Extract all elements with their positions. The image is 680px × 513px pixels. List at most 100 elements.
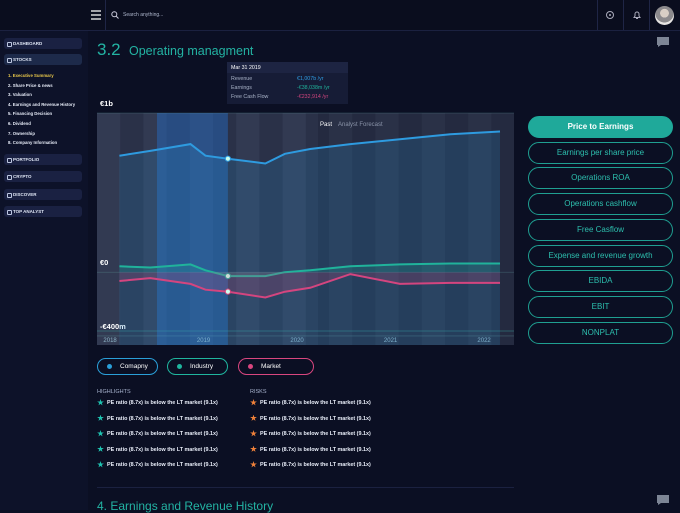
notification-button[interactable] [632,10,642,20]
divider [597,0,598,30]
series-area [119,131,501,345]
sidebar-item[interactable]: DISCOVER [4,189,82,200]
star-icon [250,445,257,452]
forecast-shade [318,113,514,345]
series-band [119,272,501,298]
hover-point [224,288,231,295]
metric-button[interactable]: NONPLAT [528,321,673,344]
avatar[interactable] [655,6,674,25]
divider [97,487,514,488]
search-icon [111,11,119,19]
tooltip-value: -€232,914 /yr [297,94,329,100]
list-title: HIGHLIGHTS [97,389,131,395]
star-icon [250,399,257,406]
series-band [119,263,501,277]
sidebar: DASHBOARD STOCKS PORTFOLIO CRYPTO DISCOVER TO… [0,31,88,510]
sidebar-subitem[interactable]: 3. Valuation [8,92,32,98]
tooltip-label: Earnings [231,85,252,91]
divider [623,0,624,30]
list-item: PE ratio (8.7x) is below the LT market (… [97,414,218,422]
x-tick-label: 2021 [384,338,398,344]
background-stripe [189,113,213,345]
top-bar: Search anything... [0,0,680,31]
star-icon [250,461,257,468]
x-tick-label: 2022 [477,338,491,344]
sidebar-subitem[interactable]: 7. Ownership [8,130,35,136]
background-stripe [375,113,399,345]
period-label: Analyst Forecast [338,122,383,128]
legend-toggle[interactable]: Industry [167,358,228,375]
sidebar-subitem[interactable]: 6. Dividend [8,121,31,126]
background-stripe [97,113,121,345]
sidebar-subitem[interactable]: 1. Executive Summary [8,73,54,78]
star-icon [97,445,104,452]
metric-button[interactable]: Operations ROA [528,167,673,190]
list-item: PE ratio (8.7x) is below the LT market (… [250,399,371,406]
star-icon [250,414,257,421]
tooltip-label: Revenue [231,76,253,82]
list-item: PE ratio (8.7x) is below the LT market (… [97,430,218,437]
star-icon [97,430,104,437]
series-line [119,262,500,278]
list-item: PE ratio (8.7x) is below the LT market (… [250,430,371,437]
y-tick-label: €0 [100,258,108,267]
metric-button[interactable]: Earnings per share price [528,141,673,164]
y-tick-label: €1b [100,99,113,108]
metric-button[interactable]: EBIT [528,295,673,318]
period-label: Past [320,122,332,128]
divider [649,0,650,30]
legend-toggle[interactable]: Market [238,358,314,375]
y-tick-label: -€400m [100,322,126,331]
sidebar-item[interactable]: DASHBOARD [4,38,82,49]
list-item: PE ratio (8.7x) is below the LT market (… [250,461,371,468]
next-section-title: 4. Earnings and Revenue History [97,499,274,513]
legend-toggle[interactable]: Comapny [97,358,158,375]
tooltip-value: €1,007b /yr [297,76,324,82]
selected-range [157,113,228,345]
tooltip-date: Mar 31 2019 [231,65,261,71]
metric-button[interactable]: Expense and revenue growth [528,244,673,267]
x-tick-label: 2019 [197,338,211,344]
menu-button[interactable] [90,9,102,21]
list-item: PE ratio (8.7x) is below the LT market (… [97,461,218,468]
toggle-dot [177,364,182,369]
comment-button[interactable] [656,494,670,506]
sidebar-item[interactable]: PORTFOLIO [4,154,82,165]
sidebar-item[interactable]: CRYPTO [4,171,82,182]
series-line [119,273,500,299]
section-title: Operating managment [129,44,254,58]
hover-point [224,155,231,162]
background-stripe [236,113,260,345]
metric-button[interactable]: Operations cashflow [528,193,673,216]
list-item: PE ratio (8.7x) is below the LT market (… [97,445,218,453]
tooltip-value: -€38,038m /yr [297,85,330,91]
background-stripe [468,113,492,345]
tooltip-label: Free Cash Flow [231,94,269,100]
star-icon [97,414,104,421]
star-icon [250,430,257,437]
metric-button[interactable]: Free Casflow [528,218,673,241]
list-item: PE ratio (8.7x) is below the LT market (… [250,445,371,453]
tooltip-header [227,62,348,73]
divider [105,0,106,30]
series-line [119,130,501,165]
comment-button[interactable] [656,36,670,48]
sidebar-subitem[interactable]: 8. Company Information [8,140,58,146]
metric-button[interactable]: Price to Earnings [528,116,673,138]
metric-button[interactable]: EBIDA [528,270,673,293]
sidebar-subitem[interactable]: 5. Financing Decision [8,111,53,117]
list-item: PE ratio (8.7x) is below the LT market (… [97,399,218,406]
search-input[interactable]: Search anything... [123,12,164,18]
sidebar-item[interactable]: TOP ANALYST [4,206,82,217]
hover-point [224,272,231,280]
section-number: 3.2 [97,40,121,59]
sidebar-subitem[interactable]: 4. Earnings and Revenue History [8,101,76,107]
chart-body: €1b €0 -€400m 2018 2019 2020 2021 2022 Past Analy… [97,99,514,345]
sidebar-subitem[interactable]: 2. Share Price & news [8,82,53,88]
sidebar-item[interactable]: STOCKS [4,54,82,65]
star-icon [97,461,104,468]
x-tick-label: 2018 [103,338,117,344]
target-button[interactable] [605,10,615,20]
toggle-dot [248,364,253,369]
